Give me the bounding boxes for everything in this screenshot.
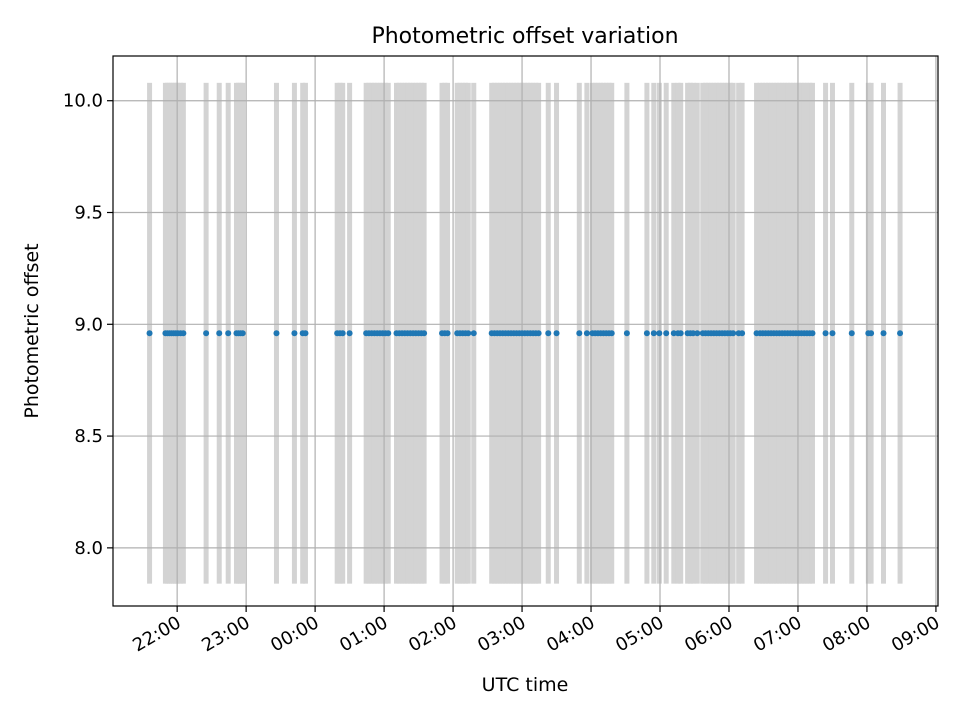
- data-point: [694, 330, 701, 337]
- data-point: [225, 330, 232, 337]
- data-point: [822, 330, 829, 337]
- data-point: [346, 330, 353, 337]
- y-axis-ticks: 8.0 8.5 9.0 9.5 10.0: [63, 91, 113, 559]
- y-tick-label: 10.0: [63, 91, 103, 112]
- data-point: [829, 330, 836, 337]
- data-point: [677, 330, 684, 337]
- y-tick-label: 8.5: [74, 426, 103, 447]
- data-point: [465, 330, 472, 337]
- data-point: [670, 330, 677, 337]
- data-point: [444, 330, 451, 337]
- data-point: [583, 330, 590, 337]
- y-axis-label: Photometric offset: [21, 243, 43, 418]
- data-point: [690, 330, 697, 337]
- data-point: [643, 330, 650, 337]
- data-point: [302, 330, 309, 337]
- data-point: [656, 330, 663, 337]
- y-tick-label: 9.0: [74, 314, 103, 335]
- y-tick-label: 8.0: [74, 538, 103, 559]
- data-point: [848, 330, 855, 337]
- data-points: [146, 330, 904, 337]
- data-point: [273, 330, 280, 337]
- data-point: [180, 330, 187, 337]
- x-axis-label: UTC time: [482, 674, 569, 696]
- data-point: [291, 330, 298, 337]
- plot-frame: [112, 55, 939, 607]
- data-point: [545, 330, 552, 337]
- data-point: [608, 330, 615, 337]
- data-point: [880, 330, 887, 337]
- y-tick-label: 9.5: [74, 203, 103, 224]
- data-point: [216, 330, 223, 337]
- data-point: [239, 330, 246, 337]
- data-point: [809, 330, 816, 337]
- data-point: [868, 330, 875, 337]
- data-point: [146, 330, 153, 337]
- data-point: [663, 330, 670, 337]
- data-point: [535, 330, 542, 337]
- data-point: [897, 330, 904, 337]
- data-point: [385, 330, 392, 337]
- chart-title: Photometric offset variation: [371, 24, 678, 49]
- data-point: [623, 330, 630, 337]
- data-point: [339, 330, 346, 337]
- data-point: [650, 330, 657, 337]
- data-point: [730, 330, 737, 337]
- data-point: [470, 330, 477, 337]
- data-point: [421, 330, 428, 337]
- data-point: [576, 330, 583, 337]
- data-point: [203, 330, 210, 337]
- data-point: [553, 330, 560, 337]
- data-point: [739, 330, 746, 337]
